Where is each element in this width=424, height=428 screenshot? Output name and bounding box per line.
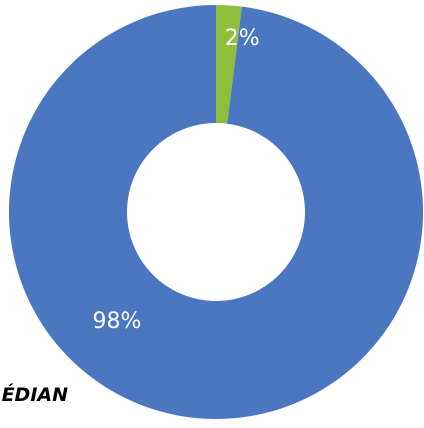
corner-text: ÉDIAN — [1, 384, 68, 406]
donut-labels: 2% 98% — [93, 26, 260, 334]
donut-slices — [9, 5, 424, 419]
donut-slice-label-2: 98% — [93, 309, 142, 334]
donut-slice-1 — [216, 5, 242, 124]
donut-slice-2 — [9, 5, 424, 419]
donut-slice-label-1: 2% — [225, 26, 260, 51]
